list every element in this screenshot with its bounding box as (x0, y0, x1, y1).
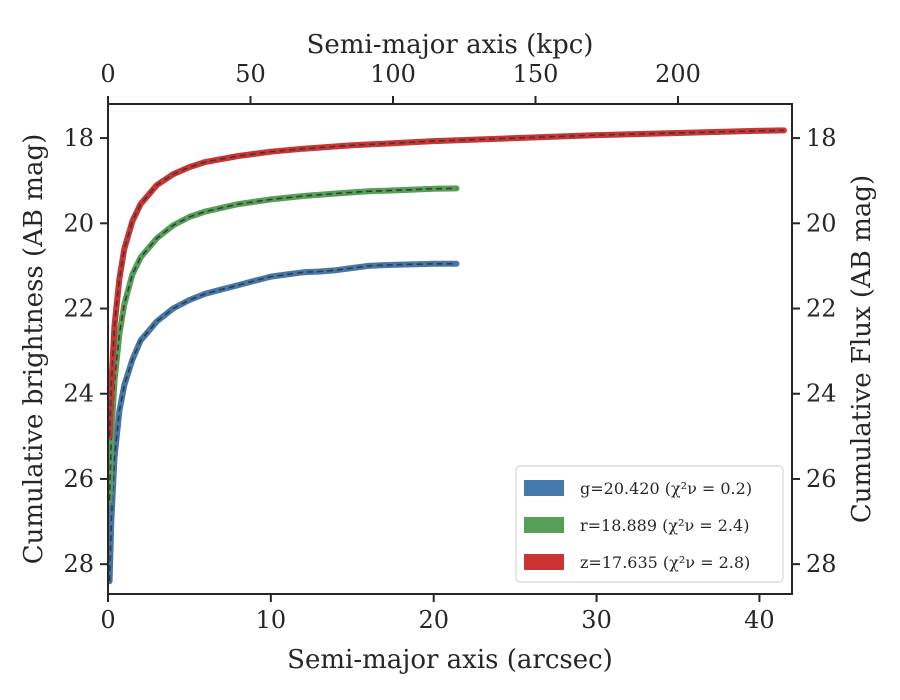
y-tick-label: 24 (63, 380, 94, 408)
x-tick-label: 40 (744, 606, 775, 634)
top-x-tick-label: 200 (655, 60, 701, 88)
top-x-tick-label: 50 (235, 60, 266, 88)
top-x-axis-title: Semi-major axis (kpc) (307, 30, 594, 60)
right-y-tick-label: 22 (806, 295, 837, 323)
bottom-x-axis: 0 10 20 30 40 (100, 594, 775, 634)
x-tick-label: 10 (256, 606, 287, 634)
right-y-tick-label: 24 (806, 380, 837, 408)
top-x-tick-label: 150 (513, 60, 559, 88)
top-x-tick-label: 0 (100, 60, 115, 88)
right-y-axis: 18 20 22 24 26 28 (792, 124, 837, 578)
legend-label-z: z=17.635 (χ²ν = 2.8) (580, 553, 750, 572)
y-tick-label: 28 (63, 550, 94, 578)
legend-swatch-r (524, 517, 564, 533)
left-y-axis: 18 20 22 24 26 28 (63, 124, 108, 578)
top-x-axis: 0 50 100 150 200 (100, 60, 701, 104)
right-y-tick-label: 20 (806, 209, 837, 237)
right-y-tick-label: 18 (806, 124, 837, 152)
series-line-z (108, 127, 787, 440)
legend-swatch-z (524, 554, 564, 570)
legend-swatch-g (524, 480, 564, 496)
series-line-g (108, 260, 460, 585)
x-axis-title: Semi-major axis (arcsec) (287, 645, 613, 675)
y-tick-label: 20 (63, 209, 94, 237)
x-tick-label: 0 (100, 606, 115, 634)
y-tick-label: 26 (63, 465, 94, 493)
series-model-line-g (108, 263, 457, 582)
x-tick-label: 20 (418, 606, 449, 634)
legend-box (515, 465, 784, 583)
right-y-axis-title: Cumulative Flux (AB mag) (847, 175, 877, 523)
plot-frame (107, 103, 793, 595)
right-y-tick-label: 28 (806, 550, 837, 578)
legend-label-g: g=20.420 (χ²ν = 0.2) (580, 479, 752, 498)
right-y-tick-label: 26 (806, 465, 837, 493)
y-tick-label: 22 (63, 295, 94, 323)
series-model-line-r (108, 187, 457, 501)
series-model-line-z (108, 129, 784, 437)
x-tick-label: 30 (581, 606, 612, 634)
legend-label-r: r=18.889 (χ²ν = 2.4) (580, 516, 749, 535)
plot-area (108, 127, 787, 585)
legend: g=20.420 (χ²ν = 0.2) r=18.889 (χ²ν = 2.4)… (515, 465, 784, 583)
series-line-r (108, 185, 460, 504)
top-x-tick-label: 100 (370, 60, 416, 88)
y-tick-label: 18 (63, 124, 94, 152)
y-axis-title: Cumulative brightness (AB mag) (19, 134, 49, 565)
